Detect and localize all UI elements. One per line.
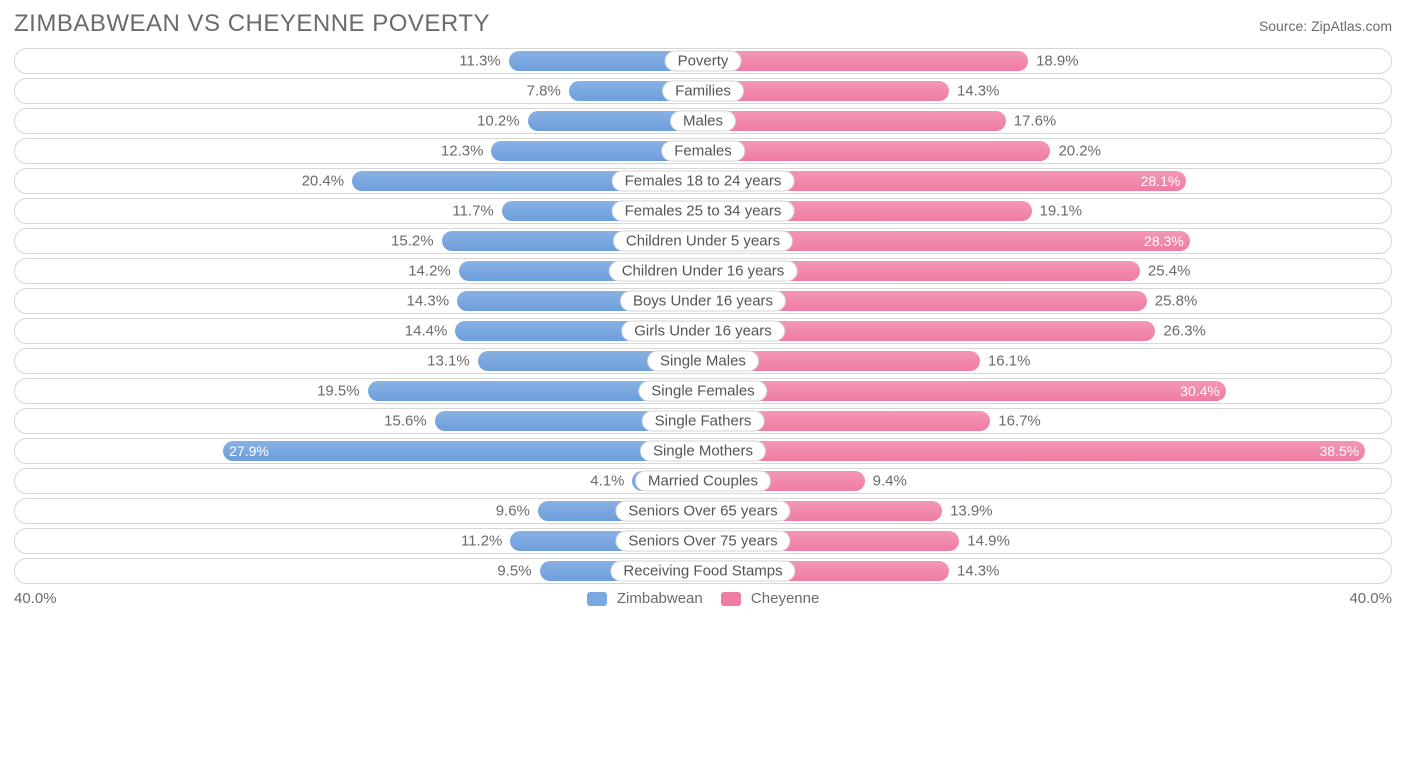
value-left: 9.5% — [497, 563, 531, 580]
category-label: Children Under 5 years — [613, 231, 793, 252]
value-left: 27.9% — [229, 443, 269, 459]
value-right: 13.9% — [950, 503, 993, 520]
chart-row: 4.1% 9.4% Married Couples — [14, 468, 1392, 494]
chart-row: 9.6% 13.9% Seniors Over 65 years — [14, 498, 1392, 524]
category-label: Females — [661, 141, 745, 162]
category-label: Receiving Food Stamps — [610, 561, 795, 582]
category-label: Females 25 to 34 years — [612, 201, 795, 222]
value-left: 7.8% — [527, 83, 561, 100]
bar-right: 20.2% — [703, 141, 1050, 161]
value-left: 14.3% — [407, 293, 450, 310]
category-label: Males — [670, 111, 736, 132]
chart-row: 7.8% 14.3% Families — [14, 78, 1392, 104]
category-label: Girls Under 16 years — [621, 321, 785, 342]
value-right: 25.8% — [1155, 293, 1198, 310]
value-right: 38.5% — [1319, 443, 1359, 459]
value-left: 12.3% — [441, 143, 484, 160]
value-right: 16.7% — [998, 413, 1041, 430]
diverging-bar-chart: 11.3%18.9%Poverty7.8%14.3%Families10.2%1… — [14, 48, 1392, 584]
value-right: 14.3% — [957, 83, 1000, 100]
chart-footer: 40.0% Zimbabwean Cheyenne 40.0% — [14, 590, 1392, 607]
chart-row: 12.3%20.2%Females — [14, 138, 1392, 164]
chart-title: ZIMBABWEAN VS CHEYENNE POVERTY — [14, 10, 490, 38]
value-right: 19.1% — [1040, 203, 1083, 220]
value-left: 20.4% — [302, 173, 345, 190]
header: ZIMBABWEAN VS CHEYENNE POVERTY Source: Z… — [14, 10, 1392, 38]
chart-row: 19.5% 30.4% Single Females — [14, 378, 1392, 404]
category-label: Poverty — [665, 51, 742, 72]
axis-max-left: 40.0% — [14, 590, 57, 607]
category-label: Single Females — [638, 381, 767, 402]
value-left: 13.1% — [427, 353, 470, 370]
chart-row: 27.9% 38.5% Single Mothers — [14, 438, 1392, 464]
bar-left: 27.9% — [223, 441, 703, 461]
chart-row: 11.3%18.9%Poverty — [14, 48, 1392, 74]
value-right: 30.4% — [1180, 383, 1220, 399]
chart-row: 20.4% 28.1% Females 18 to 24 years — [14, 168, 1392, 194]
value-left: 14.2% — [408, 263, 451, 280]
value-right: 17.6% — [1014, 113, 1057, 130]
chart-row: 10.2%17.6%Males — [14, 108, 1392, 134]
value-left: 9.6% — [496, 503, 530, 520]
chart-row: 13.1% 16.1% Single Males — [14, 348, 1392, 374]
value-left: 10.2% — [477, 113, 520, 130]
value-right: 16.1% — [988, 353, 1031, 370]
chart-row: 14.3% 25.8% Boys Under 16 years — [14, 288, 1392, 314]
value-right: 28.1% — [1141, 173, 1181, 189]
swatch-left — [587, 592, 607, 606]
category-label: Children Under 16 years — [609, 261, 798, 282]
chart-row: 15.6% 16.7% Single Fathers — [14, 408, 1392, 434]
legend: Zimbabwean Cheyenne — [587, 590, 820, 607]
axis-max-right: 40.0% — [1349, 590, 1392, 607]
chart-row: 9.5% 14.3% Receiving Food Stamps — [14, 558, 1392, 584]
chart-row: 11.7% 19.1% Females 25 to 34 years — [14, 198, 1392, 224]
category-label: Single Fathers — [642, 411, 765, 432]
chart-row: 11.2% 14.9% Seniors Over 75 years — [14, 528, 1392, 554]
legend-left-label: Zimbabwean — [617, 590, 703, 607]
value-left: 19.5% — [317, 383, 360, 400]
category-label: Single Mothers — [640, 441, 766, 462]
legend-item-right: Cheyenne — [721, 590, 820, 607]
chart-row: 15.2% 28.3% Children Under 5 years — [14, 228, 1392, 254]
bar-right: 30.4% — [703, 381, 1226, 401]
value-right: 28.3% — [1144, 233, 1184, 249]
category-label: Families — [662, 81, 744, 102]
category-label: Boys Under 16 years — [620, 291, 786, 312]
chart-row: 14.2% 25.4% Children Under 16 years — [14, 258, 1392, 284]
category-label: Seniors Over 65 years — [615, 501, 790, 522]
value-left: 11.3% — [459, 53, 500, 70]
value-right: 20.2% — [1058, 143, 1101, 160]
value-right: 18.9% — [1036, 53, 1079, 70]
value-left: 15.6% — [384, 413, 427, 430]
category-label: Females 18 to 24 years — [612, 171, 795, 192]
value-right: 14.9% — [967, 533, 1010, 550]
value-right: 25.4% — [1148, 263, 1191, 280]
value-right: 9.4% — [873, 473, 907, 490]
swatch-right — [721, 592, 741, 606]
category-label: Married Couples — [635, 471, 771, 492]
chart-row: 14.4% 26.3% Girls Under 16 years — [14, 318, 1392, 344]
value-right: 26.3% — [1163, 323, 1206, 340]
category-label: Single Males — [647, 351, 759, 372]
category-label: Seniors Over 75 years — [615, 531, 790, 552]
bar-right: 18.9% — [703, 51, 1028, 71]
bar-right: 17.6% — [703, 111, 1006, 131]
legend-right-label: Cheyenne — [751, 590, 819, 607]
value-left: 14.4% — [405, 323, 448, 340]
bar-right: 38.5% — [703, 441, 1365, 461]
source-attribution: Source: ZipAtlas.com — [1259, 18, 1392, 34]
value-left: 15.2% — [391, 233, 434, 250]
legend-item-left: Zimbabwean — [587, 590, 703, 607]
value-left: 11.7% — [452, 203, 493, 220]
value-left: 4.1% — [590, 473, 624, 490]
value-right: 14.3% — [957, 563, 1000, 580]
value-left: 11.2% — [461, 533, 502, 550]
